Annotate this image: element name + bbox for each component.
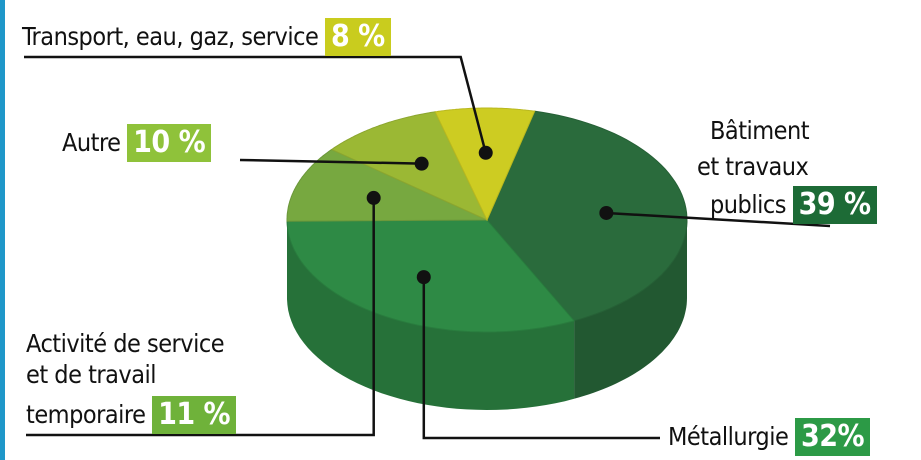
- badge-metallurgie: 32%: [794, 418, 871, 456]
- leader-dot-1: [416, 270, 431, 285]
- label-activite-line1: Activité de service: [26, 329, 225, 358]
- leader-line-1: [422, 277, 660, 440]
- label-transport-text: Transport, eau, gaz, service: [22, 22, 319, 51]
- leader-dot-3: [414, 156, 429, 171]
- label-activite: temporaire 11 %: [26, 396, 237, 434]
- pie-side-1-0: [287, 221, 575, 410]
- leader-line-2: [26, 197, 375, 437]
- label-activite-line3: temporaire: [26, 400, 146, 429]
- left-border: [0, 0, 5, 460]
- label-metallurgie-text: Métallurgie: [668, 422, 789, 451]
- leader-line-4: [24, 55, 487, 154]
- label-batiment-line1: Bâtiment: [710, 116, 810, 145]
- label-batiment: publics 39 %: [710, 186, 877, 224]
- label-metallurgie: Métallurgie 32%: [668, 418, 871, 456]
- pie-slice-2: [286, 148, 488, 222]
- label-autre-text: Autre: [62, 128, 121, 157]
- pie-side-0-0: [574, 220, 687, 399]
- leader-line-3: [239, 158, 422, 165]
- pie-slice-4: [434, 107, 536, 222]
- badge-transport: 8 %: [324, 18, 391, 56]
- badge-autre: 10 %: [127, 124, 212, 162]
- leader-dot-2: [366, 190, 381, 205]
- leader-dot-4: [478, 145, 493, 160]
- label-activite-line2: et de travail: [26, 360, 157, 389]
- label-batiment-line3: publics: [710, 190, 786, 219]
- leader-dot-0: [599, 205, 614, 220]
- label-transport: Transport, eau, gaz, service 8 %: [22, 18, 391, 56]
- label-batiment-line2: et travaux: [697, 152, 809, 181]
- pie-slice-0: [486, 110, 688, 322]
- badge-activite: 11 %: [152, 396, 237, 434]
- label-autre: Autre 10 %: [62, 124, 212, 162]
- badge-batiment: 39 %: [792, 186, 877, 224]
